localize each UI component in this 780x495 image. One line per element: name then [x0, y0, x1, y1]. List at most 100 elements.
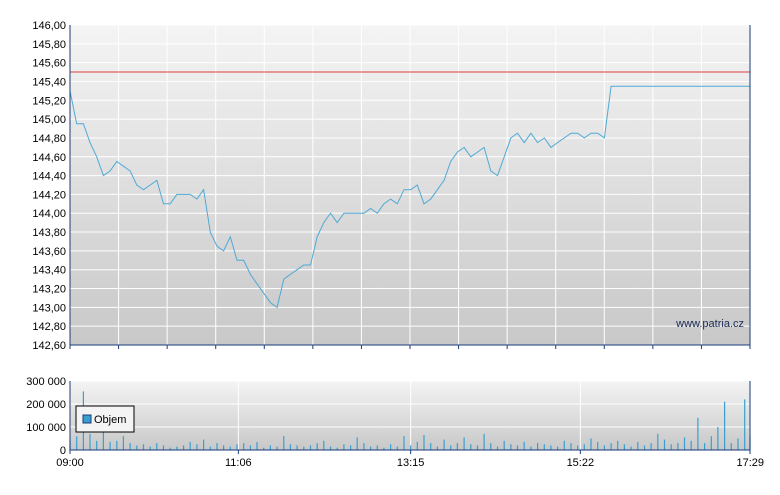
volume-bar: [329, 446, 332, 450]
volume-bar: [583, 444, 585, 451]
price-y-tick-label: 143,80: [32, 227, 66, 239]
volume-x-tick-label: 15:22: [567, 457, 595, 469]
volume-bar: [450, 445, 452, 450]
volume-bar: [243, 443, 245, 450]
volume-bar: [563, 440, 565, 450]
volume-bar: [483, 433, 485, 450]
price-y-tick-label: 145,60: [32, 58, 66, 70]
price-y-tick-label: 143,40: [32, 265, 66, 277]
volume-bar: [189, 441, 191, 450]
volume-bar: [370, 446, 372, 450]
price-axes: [69, 25, 751, 349]
volume-bar: [537, 443, 539, 450]
volume-bar: [390, 444, 392, 451]
volume-bar: [690, 440, 692, 450]
volume-bar: [263, 447, 265, 450]
price-y-tick-label: 144,40: [32, 171, 66, 183]
volume-x-tick-label: 17:29: [736, 457, 764, 469]
volume-bar: [316, 443, 318, 450]
volume-bar: [717, 427, 719, 450]
volume-bar: [683, 437, 686, 450]
volume-bar: [550, 445, 552, 450]
volume-y-tick-label: 0: [60, 445, 66, 457]
volume-bar: [296, 445, 298, 450]
volume-bar: [617, 440, 619, 450]
volume-bar: [643, 445, 646, 450]
volume-bar: [76, 436, 78, 450]
volume-legend: Objem: [75, 405, 135, 433]
volume-bar: [229, 446, 231, 450]
volume-bar: [356, 437, 358, 450]
volume-bar: [597, 441, 599, 450]
volume-bar: [724, 401, 726, 450]
volume-bar: [223, 445, 225, 450]
legend-label: Objem: [94, 414, 126, 426]
volume-bar: [336, 447, 338, 450]
volume-bar: [269, 445, 271, 450]
volume-bar: [383, 447, 385, 450]
volume-bar: [149, 446, 151, 450]
volume-bar: [744, 399, 746, 450]
volume-bar: [122, 436, 124, 450]
price-y-tick-label: 145,20: [32, 95, 66, 107]
volume-bar: [710, 436, 712, 450]
volume-bar: [470, 444, 472, 451]
volume-bar: [129, 443, 131, 450]
price-y-tick-label: 144,20: [32, 189, 66, 201]
volume-bar: [403, 436, 405, 450]
volume-bar: [303, 446, 305, 450]
price-y-tick-label: 145,80: [32, 39, 66, 51]
volume-panel: 300 000 200 000 100 000 0 09:00 11:06 13:15 15…: [26, 376, 764, 469]
volume-bar: [156, 443, 158, 450]
volume-bar: [350, 445, 352, 450]
volume-bar: [577, 445, 579, 450]
volume-bar: [510, 444, 512, 451]
volume-bar: [476, 445, 479, 450]
price-y-tick-label: 142,80: [32, 321, 66, 333]
volume-bar: [623, 444, 625, 451]
volume-bar: [650, 443, 652, 450]
volume-x-tick-label: 13:15: [397, 457, 425, 469]
volume-bar: [610, 443, 612, 450]
volume-bar: [209, 446, 211, 450]
price-y-tick-label: 143,00: [32, 302, 66, 314]
volume-x-tick-label: 09:00: [56, 457, 84, 469]
volume-bar: [309, 445, 312, 450]
volume-bar: [276, 446, 278, 450]
volume-bar: [96, 440, 98, 450]
volume-bar: [109, 441, 111, 450]
volume-bar: [416, 441, 418, 450]
volume-bar: [443, 439, 445, 450]
volume-bar: [570, 443, 572, 450]
volume-axes: [69, 381, 751, 454]
price-y-tick-label: 142,60: [32, 340, 66, 352]
volume-bar: [630, 446, 632, 450]
volume-bar: [663, 439, 666, 450]
volume-bar: [637, 441, 639, 450]
price-y-tick-label: 144,60: [32, 152, 66, 164]
volume-bar: [376, 445, 378, 450]
volume-x-tick-label: 11:06: [225, 457, 252, 469]
volume-bar: [236, 444, 238, 451]
volume-y-tick-label: 200 000: [26, 399, 66, 411]
volume-bar: [256, 441, 258, 450]
volume-bar: [136, 445, 138, 450]
volume-bar: [323, 440, 325, 450]
volume-bar: [249, 445, 251, 450]
price-y-tick-label: 144,00: [32, 208, 66, 220]
price-y-tick-labels: 146,00 145,80 145,60 145,40 145,20 145,00 144,…: [32, 20, 66, 352]
volume-bar: [89, 433, 91, 450]
volume-bar: [530, 446, 532, 450]
volume-bar: [590, 438, 592, 450]
volume-bar: [430, 443, 432, 450]
volume-bar: [283, 436, 285, 450]
volume-x-tick-labels: 09:00 11:06 13:15 15:22 17:29: [56, 457, 764, 469]
price-grid: [70, 24, 750, 346]
volume-bar: [396, 446, 398, 450]
volume-bar: [516, 445, 519, 450]
price-y-tick-label: 145,00: [32, 114, 66, 126]
volume-bar: [463, 437, 465, 450]
volume-y-tick-label: 100 000: [26, 422, 66, 434]
